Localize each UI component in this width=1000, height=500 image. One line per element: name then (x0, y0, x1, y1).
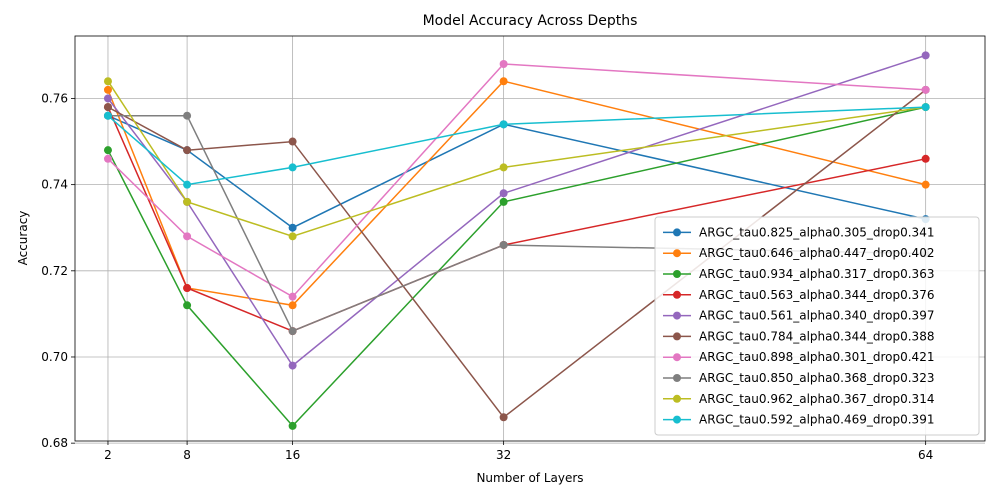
data-point (499, 77, 508, 86)
series-9 (103, 77, 930, 241)
series-line (107, 115, 926, 229)
data-point (288, 292, 297, 301)
legend-swatch-marker (673, 374, 681, 382)
legend-swatch-marker (673, 353, 681, 362)
x-tick-label: 2 (104, 448, 112, 462)
series-line (107, 106, 926, 186)
data-point (103, 85, 112, 94)
legend-item: ARGC_tau0.934_alpha0.317_drop0.363 (663, 267, 934, 281)
x-axis: 2 8 16 32 64 (104, 441, 933, 462)
legend-item: ARGC_tau0.825_alpha0.305_drop0.341 (663, 225, 934, 239)
data-point (288, 232, 297, 241)
data-point (921, 180, 930, 189)
data-point (103, 94, 112, 103)
legend-label: ARGC_tau0.934_alpha0.317_drop0.363 (699, 267, 934, 281)
data-point (183, 284, 192, 293)
data-point (103, 77, 112, 86)
data-point (183, 301, 192, 310)
data-point (103, 103, 112, 112)
data-point (499, 197, 508, 206)
y-axis: 0.68 0.70 0.72 0.74 0.76 (41, 91, 75, 450)
y-tick-label: 0.74 (41, 178, 68, 192)
legend-swatch-marker (673, 332, 681, 341)
data-point (921, 154, 930, 163)
data-point (499, 189, 508, 198)
x-tick-label: 64 (918, 448, 933, 462)
y-axis-label: Accuracy (16, 211, 30, 266)
legend-item: ARGC_tau0.592_alpha0.469_drop0.391 (663, 413, 934, 427)
data-point (183, 146, 192, 155)
data-point (288, 163, 297, 172)
data-point (183, 180, 192, 189)
series-1 (103, 111, 930, 232)
legend-label: ARGC_tau0.898_alpha0.301_drop0.421 (699, 350, 934, 364)
y-tick-label: 0.70 (41, 350, 68, 364)
data-point (103, 146, 112, 155)
legend-item: ARGC_tau0.850_alpha0.368_drop0.323 (663, 371, 934, 385)
chart-title: Model Accuracy Across Depths (423, 13, 638, 29)
data-point (921, 103, 930, 112)
y-tick-label: 0.72 (41, 264, 68, 278)
legend-label: ARGC_tau0.784_alpha0.344_drop0.388 (699, 329, 934, 343)
legend-label: ARGC_tau0.646_alpha0.447_drop0.402 (699, 246, 934, 260)
x-tick-label: 8 (183, 448, 191, 462)
data-point (183, 111, 192, 120)
legend-swatch-marker (673, 311, 681, 320)
data-point (921, 85, 930, 94)
x-tick-label: 16 (285, 448, 300, 462)
y-tick-label: 0.76 (41, 91, 68, 105)
legend-label: ARGC_tau0.592_alpha0.469_drop0.391 (699, 413, 934, 427)
data-point (288, 421, 297, 430)
data-point (183, 197, 192, 206)
legend-item: ARGC_tau0.561_alpha0.340_drop0.397 (663, 309, 934, 323)
data-point (499, 60, 508, 69)
x-tick-label: 32 (496, 448, 511, 462)
legend-item: ARGC_tau0.563_alpha0.344_drop0.376 (663, 288, 934, 302)
legend-item: ARGC_tau0.898_alpha0.301_drop0.421 (663, 350, 934, 364)
legend-swatch-marker (673, 290, 681, 299)
legend-item: ARGC_tau0.784_alpha0.344_drop0.388 (663, 329, 934, 343)
legend-swatch-marker (673, 249, 681, 258)
x-axis-label: Number of Layers (476, 471, 583, 485)
y-tick-label: 0.68 (41, 436, 68, 450)
legend-box (654, 216, 980, 436)
data-point (499, 240, 508, 249)
data-point (288, 223, 297, 232)
legend-label: ARGC_tau0.561_alpha0.340_drop0.397 (699, 309, 934, 323)
series-layer (103, 51, 930, 430)
data-point (288, 361, 297, 370)
legend-swatch-marker (673, 394, 681, 403)
data-point (499, 163, 508, 172)
data-point (499, 413, 508, 422)
legend-label: ARGC_tau0.850_alpha0.368_drop0.323 (699, 371, 934, 385)
legend-item: ARGC_tau0.646_alpha0.447_drop0.402 (663, 246, 934, 260)
data-point (921, 51, 930, 60)
data-point (103, 111, 112, 120)
legend-swatch-marker (673, 270, 681, 278)
legend-item: ARGC_tau0.962_alpha0.367_drop0.314 (663, 392, 934, 406)
series-line (107, 80, 926, 238)
data-point (499, 120, 508, 129)
data-point (183, 232, 192, 241)
legend-label: ARGC_tau0.563_alpha0.344_drop0.376 (699, 288, 934, 302)
legend-swatch-marker (673, 415, 681, 424)
series-10 (103, 103, 930, 189)
legend-label: ARGC_tau0.962_alpha0.367_drop0.314 (699, 392, 934, 406)
data-point (103, 154, 112, 163)
data-point (288, 327, 297, 336)
legend: ARGC_tau0.825_alpha0.305_drop0.341 ARGC_t… (654, 216, 980, 436)
series-7 (103, 60, 930, 301)
plot-frame (74, 35, 986, 442)
legend-label: ARGC_tau0.825_alpha0.305_drop0.341 (699, 225, 934, 239)
legend-swatch-marker (673, 228, 681, 237)
data-point (288, 137, 297, 146)
data-point (288, 301, 297, 310)
